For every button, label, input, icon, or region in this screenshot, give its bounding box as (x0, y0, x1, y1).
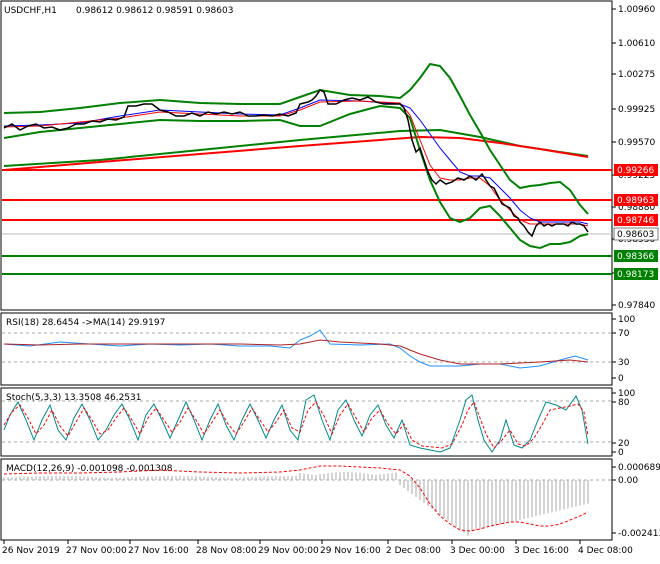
ohlc-label: 0.98612 0.98612 0.98591 0.98603 (76, 6, 233, 16)
time-tick-label: 28 Nov 08:00 (196, 546, 257, 556)
price-tick-label: 0.99570 (618, 138, 655, 148)
rsi-title: RSI(18) 28.6454 ->MA(14) 29.9197 (6, 318, 165, 328)
price-tick-label: 1.00275 (618, 70, 655, 80)
stoch-panel[interactable] (0, 387, 613, 457)
level-tag-label: 0.98746 (617, 216, 654, 226)
level-tag-label: 0.98366 (617, 252, 654, 262)
axis-tick-label: 0 (618, 374, 624, 384)
macd-histogram (3, 472, 589, 536)
level-tags: 0.99266 0.98963 0.98746 0.98366 0.98173 (614, 164, 658, 280)
price-tick-label: 0.98880 (618, 203, 655, 213)
bollinger-lower (3, 104, 589, 250)
price-tick-label: 1.00610 (618, 39, 655, 49)
macd-panel[interactable] (0, 458, 613, 541)
time-tick-label: 3 Dec 16:00 (514, 546, 569, 556)
current-price-label: 0.98603 (617, 230, 654, 240)
current-price-tag: 0.98603 (613, 227, 659, 241)
axis-tick-label: 30 (618, 358, 630, 368)
time-axis: 26 Nov 2019 27 Nov 00:00 27 Nov 16:00 28 No… (2, 540, 633, 556)
axis-tick-label: 80 (618, 398, 630, 408)
level-tag (614, 214, 658, 226)
short-ma-blue (3, 99, 589, 225)
level-lines (2, 169, 612, 275)
long-ma-green (3, 128, 589, 167)
axis-tick-label: 0 (618, 448, 624, 458)
macd-axis: 0.000689 0.00 -0.002413 (612, 463, 660, 539)
time-tick-label: 29 Nov 00:00 (258, 546, 319, 556)
time-tick-label: 2 Dec 08:00 (386, 546, 441, 556)
time-tick-label: 27 Nov 16:00 (128, 546, 189, 556)
axis-tick-label: 0.000689 (618, 463, 660, 473)
level-tag-label: 0.98173 (617, 270, 654, 280)
price-candles (3, 89, 589, 238)
level-tag-label: 0.98963 (617, 196, 654, 206)
time-tick-label: 4 Dec 08:00 (578, 546, 633, 556)
price-indicators (3, 62, 589, 250)
stoch-signal-line (3, 400, 589, 449)
rsi-axis: 100 70 30 0 (612, 315, 635, 384)
time-tick-label: 3 Dec 00:00 (450, 546, 505, 556)
level-tag-label: 0.99266 (617, 166, 654, 176)
time-tick-label: 29 Nov 16:00 (320, 546, 381, 556)
macd-signal-line (3, 465, 589, 532)
rsi-ma-line (3, 339, 589, 365)
price-axis: 1.00960 1.00610 1.00275 0.99925 0.99570 0.992… (612, 5, 655, 311)
symbol-label: USDCHF,H1 (4, 6, 57, 16)
long-ma-red (3, 135, 589, 171)
bollinger-upper (3, 62, 589, 215)
axis-tick-label: 100 (618, 315, 635, 325)
short-ma-red (3, 100, 589, 227)
stoch-main-line (3, 394, 589, 453)
axis-tick-label: -0.002413 (618, 529, 660, 539)
axis-tick-label: 100 (618, 389, 635, 399)
price-tick-label: 0.99925 (618, 105, 655, 115)
level-tag (614, 164, 658, 176)
axis-tick-label: 0.00 (618, 476, 638, 486)
level-tag (614, 268, 658, 280)
stoch-title: Stoch(5,3,3) 13.3508 46.2531 (6, 393, 141, 403)
time-tick-label: 26 Nov 2019 (2, 546, 60, 556)
axis-tick-label: 70 (618, 329, 630, 339)
price-tick-label: 0.97840 (618, 301, 655, 311)
level-tag (614, 194, 658, 206)
macd-title: MACD(12,26,9) -0.001098 -0.001308 (6, 464, 173, 474)
price-tick-label: 1.00960 (618, 5, 655, 15)
axis-tick-label: 20 (618, 439, 630, 449)
main-price-panel[interactable] (0, 0, 613, 311)
rsi-panel[interactable] (0, 312, 613, 386)
level-tag (614, 250, 658, 262)
time-tick-label: 27 Nov 00:00 (66, 546, 127, 556)
